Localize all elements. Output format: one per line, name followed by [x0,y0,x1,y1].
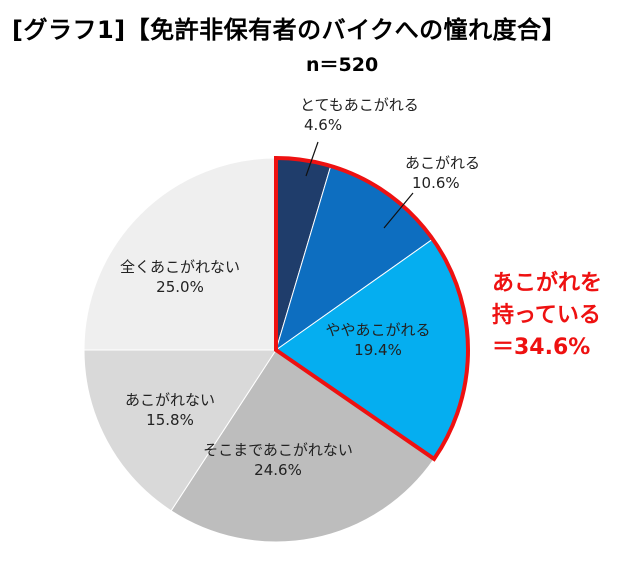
leader-line [305,141,319,177]
highlight-callout: あこがれを 持っている ＝34.6% [492,268,640,364]
slice-label: 全くあこがれない [120,258,240,276]
slice-label: とてもあこがれる [300,96,419,114]
leader-line [383,192,414,229]
slice-label: あこがれる [405,154,480,172]
callout-line-2: 持っている [492,303,601,328]
slice-value-label: 24.6% [254,461,302,479]
slice-value-label: 10.6% [412,174,460,192]
slice-label: そこまであこがれない [203,441,353,459]
chart-title: [グラフ1]【免許非保有者のバイクへの憧れ度合】 [12,16,567,44]
slice-label: ややあこがれる [325,321,430,339]
pie-slice [83,157,277,351]
slice-value-label: 19.4% [354,341,402,359]
pie-slice [83,349,277,512]
callout-line-1: あこがれを [492,271,603,296]
callout-line-3: ＝34.6% [492,335,591,360]
slice-label: あこがれない [125,391,215,409]
pie-slice [170,349,435,543]
slice-value-label: 4.6% [304,116,342,134]
slice-value-label: 15.8% [146,411,194,429]
sample-size: n＝520 [306,54,379,76]
highlight-outline [274,155,470,462]
slice-value-label: 25.0% [156,278,204,296]
